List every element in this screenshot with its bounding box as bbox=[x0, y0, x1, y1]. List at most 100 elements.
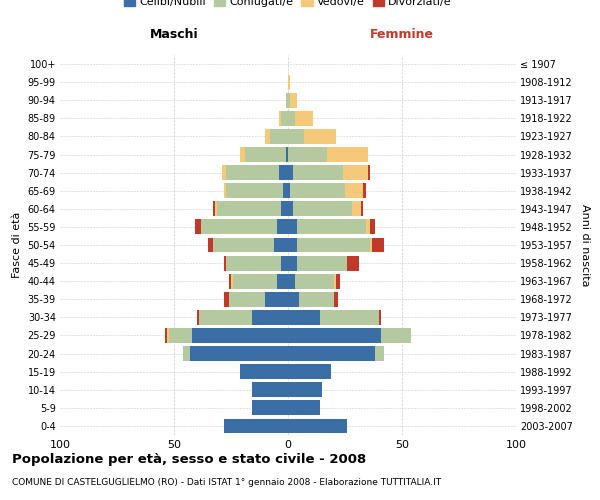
Bar bbox=[226, 256, 281, 270]
Bar bbox=[293, 202, 352, 216]
Bar bbox=[222, 165, 226, 180]
Bar bbox=[279, 165, 288, 180]
Text: Femmine: Femmine bbox=[370, 28, 434, 40]
Bar bbox=[245, 147, 286, 162]
Text: Maschi: Maschi bbox=[149, 28, 199, 40]
Bar bbox=[374, 346, 384, 361]
Bar bbox=[297, 256, 347, 270]
Bar bbox=[286, 93, 288, 108]
Bar bbox=[288, 202, 293, 216]
Bar bbox=[226, 165, 279, 180]
Bar bbox=[370, 220, 374, 234]
Bar bbox=[265, 292, 288, 306]
Bar bbox=[288, 382, 322, 397]
Bar bbox=[370, 238, 373, 252]
Bar bbox=[274, 238, 288, 252]
Bar bbox=[288, 184, 290, 198]
Bar bbox=[240, 147, 245, 162]
Bar bbox=[373, 238, 384, 252]
Bar bbox=[304, 129, 336, 144]
Bar bbox=[229, 274, 231, 288]
Bar bbox=[288, 220, 297, 234]
Bar bbox=[297, 238, 370, 252]
Bar bbox=[224, 184, 226, 198]
Bar bbox=[382, 328, 411, 343]
Bar bbox=[363, 184, 365, 198]
Bar bbox=[288, 328, 382, 343]
Bar bbox=[297, 220, 365, 234]
Bar bbox=[352, 202, 361, 216]
Bar bbox=[327, 147, 368, 162]
Bar bbox=[288, 400, 320, 415]
Bar bbox=[290, 184, 345, 198]
Bar bbox=[288, 147, 327, 162]
Bar bbox=[334, 292, 338, 306]
Bar bbox=[288, 346, 374, 361]
Bar bbox=[167, 328, 169, 343]
Bar bbox=[226, 184, 283, 198]
Bar bbox=[361, 202, 363, 216]
Bar bbox=[345, 184, 363, 198]
Bar bbox=[213, 202, 215, 216]
Bar bbox=[229, 292, 265, 306]
Bar bbox=[217, 202, 281, 216]
Bar bbox=[231, 274, 233, 288]
Bar bbox=[379, 310, 382, 325]
Bar bbox=[279, 111, 281, 126]
Bar bbox=[295, 111, 313, 126]
Legend: Celibi/Nubili, Coniugati/e, Vedovi/e, Divorziati/e: Celibi/Nubili, Coniugati/e, Vedovi/e, Di… bbox=[120, 0, 456, 12]
Bar bbox=[288, 364, 331, 379]
Bar bbox=[265, 129, 270, 144]
Bar bbox=[183, 346, 190, 361]
Bar bbox=[288, 256, 297, 270]
Bar bbox=[251, 382, 288, 397]
Bar bbox=[192, 328, 288, 343]
Bar bbox=[288, 274, 295, 288]
Bar bbox=[190, 346, 288, 361]
Bar bbox=[343, 165, 368, 180]
Bar bbox=[224, 256, 226, 270]
Bar bbox=[288, 74, 290, 90]
Bar bbox=[233, 274, 277, 288]
Bar bbox=[281, 111, 288, 126]
Bar bbox=[283, 184, 288, 198]
Bar bbox=[251, 400, 288, 415]
Bar bbox=[336, 274, 340, 288]
Bar bbox=[281, 256, 288, 270]
Bar bbox=[286, 147, 288, 162]
Bar bbox=[368, 165, 370, 180]
Bar bbox=[194, 220, 202, 234]
Bar bbox=[251, 310, 288, 325]
Bar bbox=[295, 274, 334, 288]
Bar bbox=[165, 328, 167, 343]
Bar bbox=[290, 93, 297, 108]
Bar bbox=[299, 292, 334, 306]
Bar bbox=[288, 165, 293, 180]
Bar bbox=[277, 274, 288, 288]
Bar bbox=[240, 364, 288, 379]
Bar bbox=[288, 111, 295, 126]
Bar bbox=[208, 238, 213, 252]
Bar bbox=[288, 238, 297, 252]
Y-axis label: Fasce di età: Fasce di età bbox=[12, 212, 22, 278]
Bar bbox=[288, 418, 347, 434]
Bar bbox=[281, 202, 288, 216]
Bar bbox=[197, 310, 199, 325]
Y-axis label: Anni di nascita: Anni di nascita bbox=[580, 204, 590, 286]
Bar bbox=[365, 220, 370, 234]
Bar bbox=[288, 292, 299, 306]
Bar bbox=[224, 292, 229, 306]
Bar bbox=[202, 220, 277, 234]
Bar bbox=[270, 129, 288, 144]
Bar bbox=[288, 310, 320, 325]
Bar bbox=[215, 202, 217, 216]
Bar bbox=[199, 310, 251, 325]
Bar bbox=[347, 256, 359, 270]
Bar bbox=[288, 93, 290, 108]
Bar bbox=[169, 328, 192, 343]
Bar bbox=[293, 165, 343, 180]
Bar bbox=[334, 274, 336, 288]
Bar bbox=[224, 418, 288, 434]
Bar bbox=[213, 238, 274, 252]
Text: Popolazione per età, sesso e stato civile - 2008: Popolazione per età, sesso e stato civil… bbox=[12, 452, 366, 466]
